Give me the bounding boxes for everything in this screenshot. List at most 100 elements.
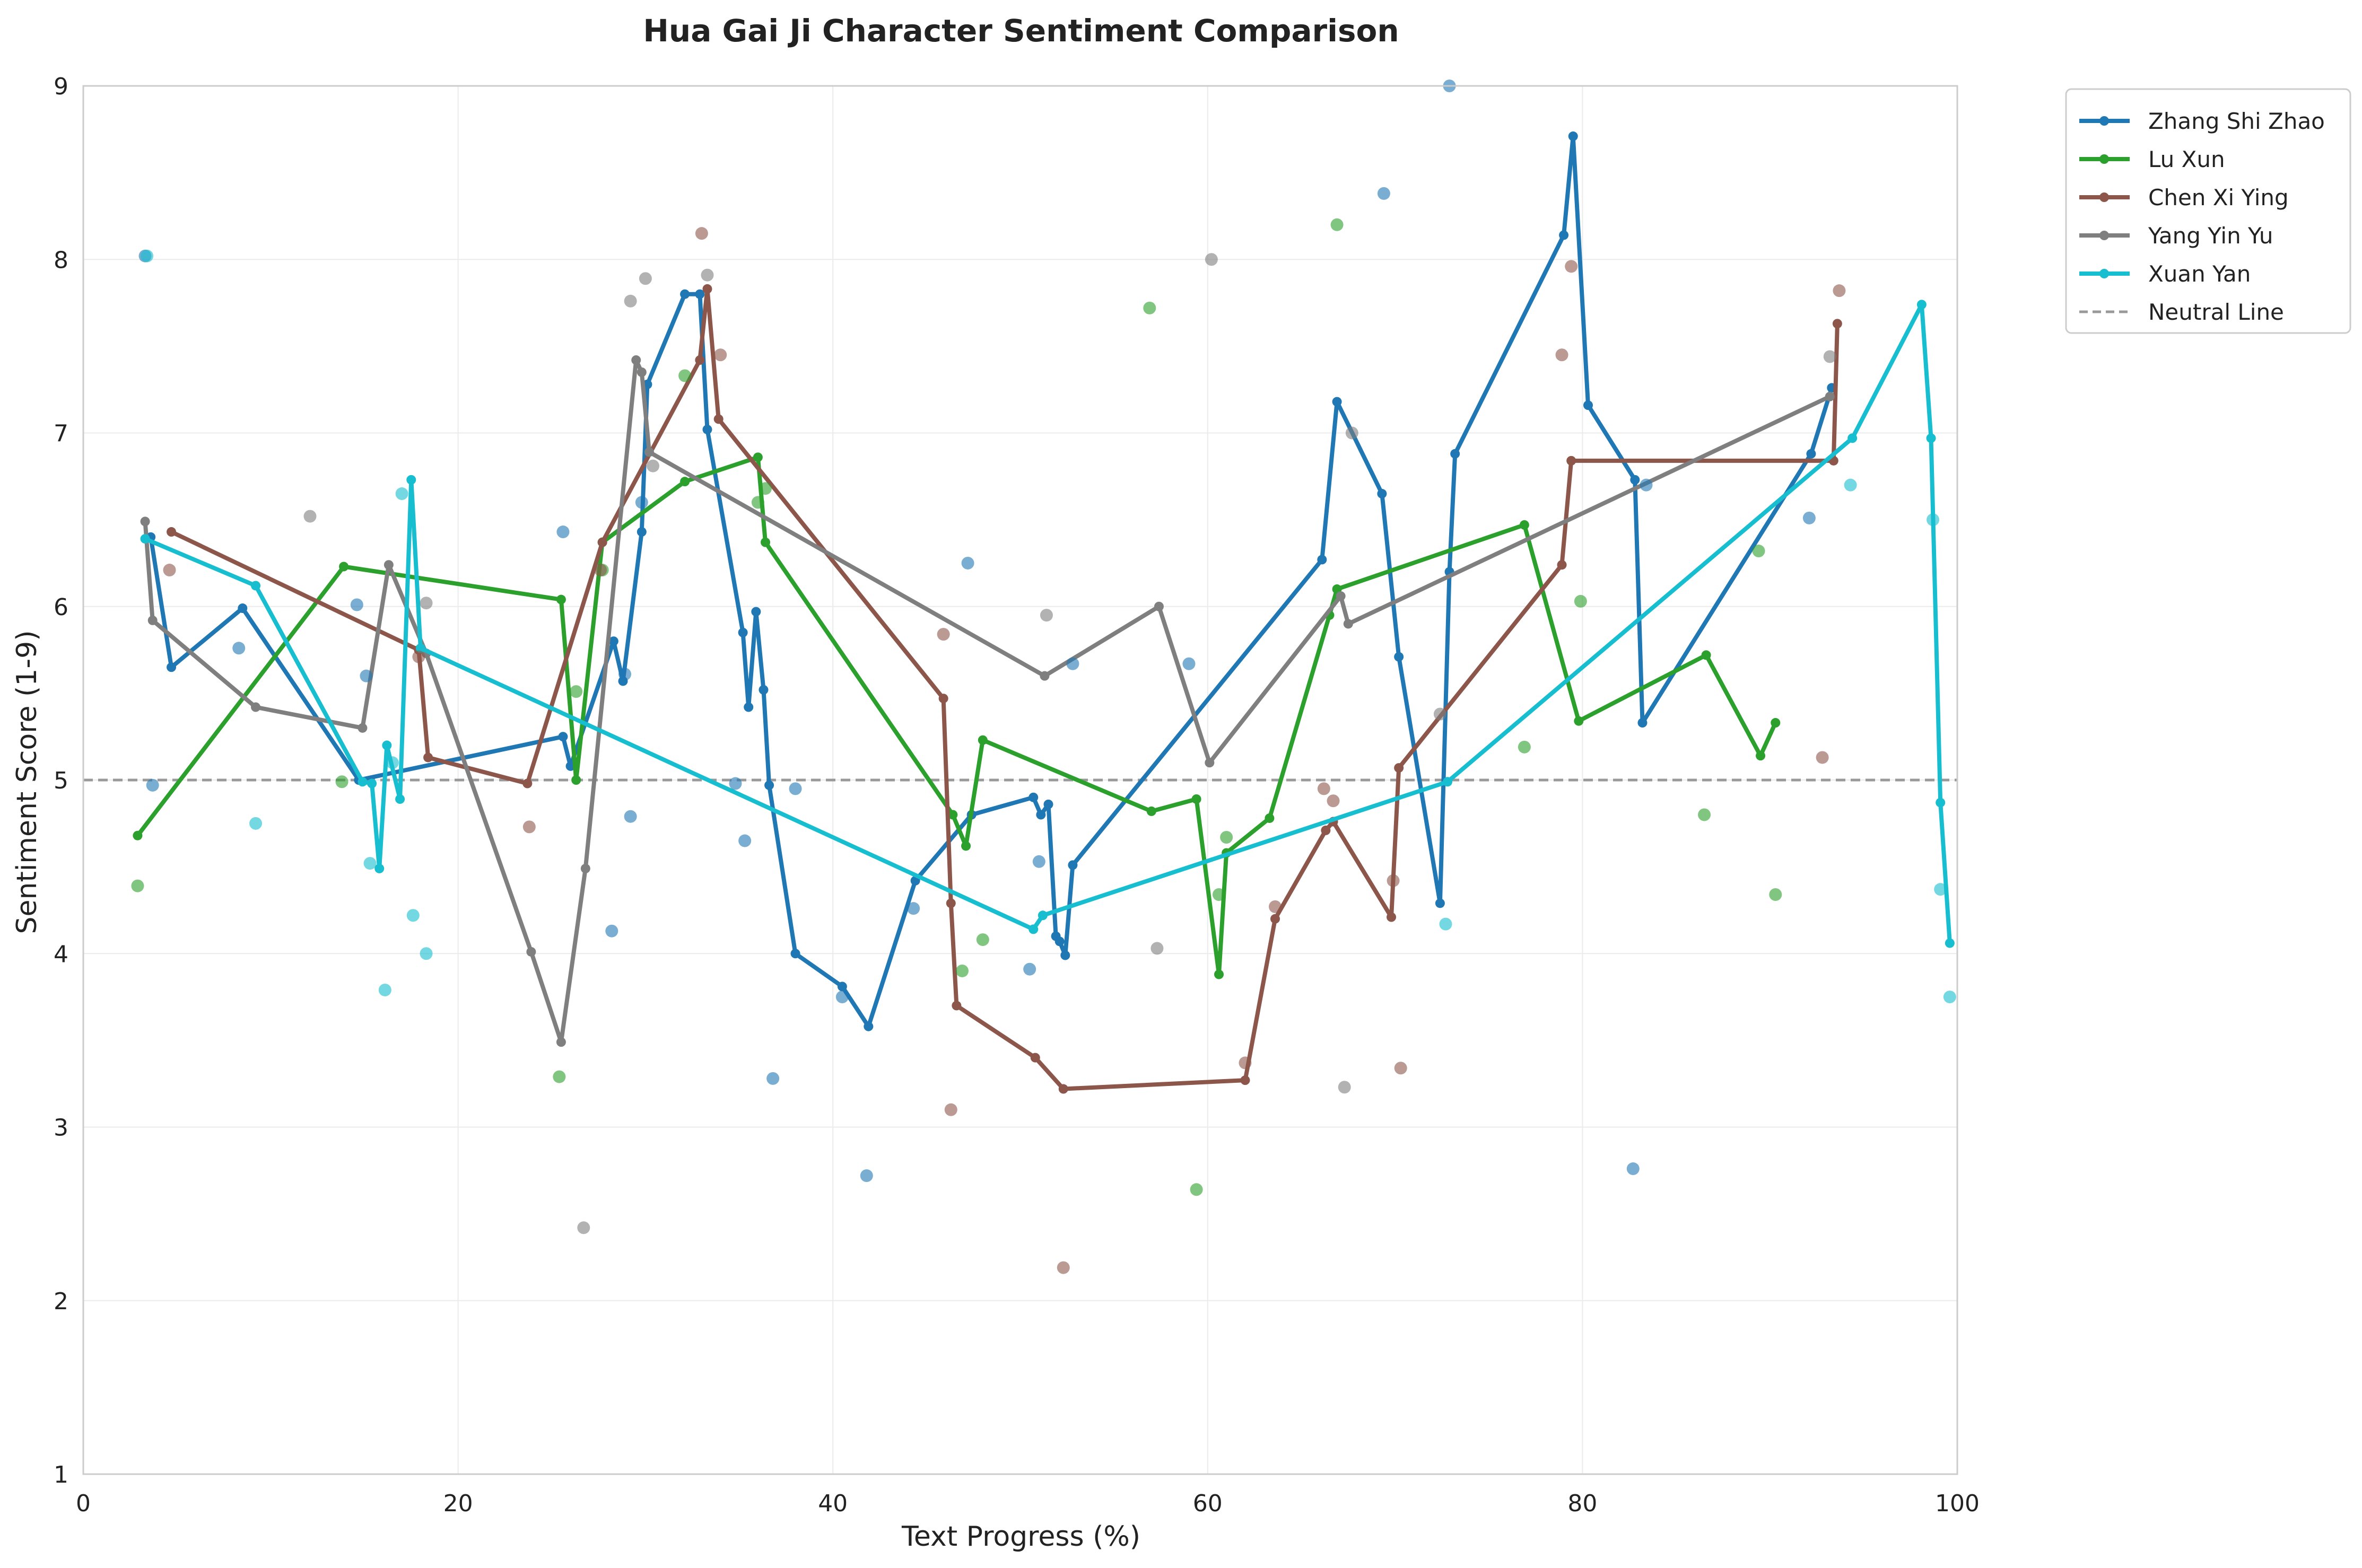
scatter-point	[1317, 782, 1330, 795]
scatter-point	[751, 496, 764, 509]
chart-title: Hua Gai Ji Character Sentiment Compariso…	[643, 13, 1399, 49]
x-tick-label: 40	[818, 1490, 848, 1517]
scatter-point	[1212, 888, 1225, 901]
series-marker	[526, 947, 536, 957]
series-marker	[1394, 763, 1404, 773]
series-line	[149, 134, 1834, 1029]
series-marker	[1205, 758, 1215, 768]
legend-marker	[2099, 231, 2109, 240]
scatter-point	[1844, 478, 1857, 492]
legend-entry: Zhang Shi Zhao	[2079, 108, 2325, 134]
series-marker	[238, 603, 248, 614]
series-marker	[558, 732, 568, 742]
series-marker	[1916, 300, 1927, 310]
x-tick-label: 80	[1567, 1490, 1597, 1517]
series-marker	[1387, 912, 1397, 922]
scatter-point	[1151, 942, 1164, 955]
series-marker	[1029, 924, 1039, 934]
series-marker	[1435, 898, 1445, 908]
series-marker	[1043, 799, 1053, 809]
scatter-point	[1023, 962, 1036, 976]
scatter-point	[378, 983, 391, 996]
x-tick-label: 20	[443, 1490, 473, 1517]
scatter-point	[624, 810, 637, 823]
series-marker	[556, 594, 566, 605]
legend-marker	[2099, 116, 2109, 126]
scatter-point	[714, 348, 727, 362]
scatter-point	[163, 564, 176, 577]
series-marker	[1038, 910, 1048, 921]
scatter-point	[146, 778, 159, 792]
scatter-point	[976, 933, 989, 947]
scatter-point	[1934, 883, 1947, 896]
series-lines	[133, 131, 1955, 1094]
series-marker	[1825, 391, 1835, 401]
scatter-point	[961, 556, 974, 570]
series-marker	[948, 810, 958, 820]
scatter-point	[695, 227, 708, 240]
scatter-point	[360, 669, 373, 682]
series-marker	[961, 841, 971, 851]
series-marker	[1265, 813, 1275, 823]
scatter-point	[232, 642, 246, 655]
scatter-point	[1345, 426, 1358, 440]
series-marker	[637, 367, 647, 377]
scatter-point	[406, 909, 420, 922]
legend-marker	[2099, 154, 2109, 164]
series-marker	[744, 702, 754, 712]
series-marker	[556, 1037, 566, 1047]
series-marker	[680, 477, 690, 487]
series-marker	[1317, 555, 1327, 565]
y-tick-label: 9	[54, 73, 68, 100]
series-marker	[1060, 950, 1070, 960]
series-marker	[680, 289, 690, 299]
scatter-point	[907, 902, 920, 915]
series-marker	[864, 1021, 874, 1031]
scatter-point	[624, 294, 637, 308]
y-tick-label: 2	[54, 1288, 68, 1315]
scatter-point	[1943, 991, 1956, 1004]
scatter-point	[1205, 253, 1218, 266]
series-marker	[167, 662, 177, 672]
series-marker	[1847, 433, 1858, 443]
series-marker	[1806, 449, 1816, 459]
scatter-point	[1433, 707, 1446, 721]
series-marker	[1343, 619, 1353, 629]
series-marker	[133, 830, 143, 840]
series-marker	[1036, 810, 1046, 820]
scatter-point	[577, 1221, 590, 1234]
scatter-point	[618, 668, 632, 681]
series-marker	[251, 581, 261, 591]
series-marker	[1040, 671, 1050, 681]
y-tick-label: 6	[54, 594, 68, 621]
scatter-point	[605, 924, 618, 938]
scatter-point	[141, 249, 154, 262]
scatter-point	[1816, 751, 1829, 764]
scatter-point	[1387, 874, 1400, 887]
series-marker	[702, 424, 712, 434]
series-marker	[695, 289, 705, 299]
gridlines	[83, 86, 1957, 1474]
scatter-point	[1182, 657, 1196, 670]
series-marker	[522, 778, 533, 789]
series-marker	[759, 685, 769, 695]
scatter-point	[1574, 594, 1587, 608]
legend-entry: Chen Xi Ying	[2079, 185, 2289, 211]
scatter-point	[759, 482, 772, 495]
scatter-point	[701, 268, 714, 282]
scatter-point	[395, 487, 408, 501]
series-marker	[637, 527, 647, 537]
scatter-point	[386, 756, 399, 769]
series-marker	[147, 615, 158, 625]
series-marker	[790, 949, 800, 959]
scatter-point	[131, 879, 144, 892]
series-marker	[339, 562, 349, 572]
scatter-point	[1698, 808, 1711, 821]
scatter-point	[1377, 187, 1390, 200]
axis-ticks: 0 20 40 60 80 100 1 2 3 4 5 6 7 8 9	[54, 73, 1980, 1517]
scatter-point	[1823, 350, 1836, 363]
scatter-point	[955, 964, 969, 977]
series-marker	[1630, 475, 1640, 485]
series-marker	[1443, 777, 1453, 787]
series-marker	[1377, 489, 1387, 499]
